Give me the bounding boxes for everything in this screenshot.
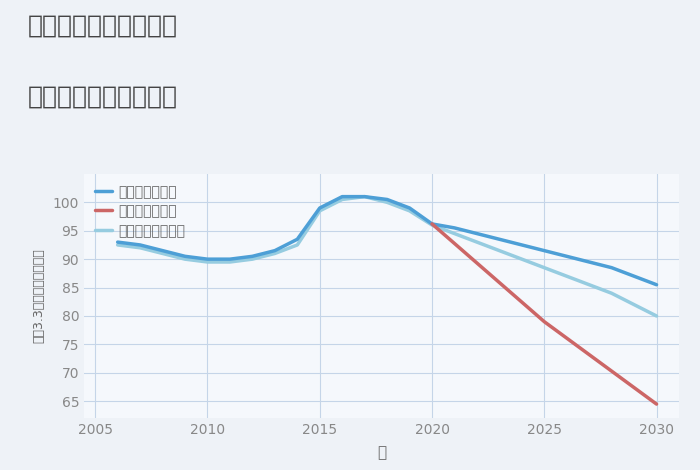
グッドシナリオ <box>608 265 616 271</box>
Line: バッドシナリオ: バッドシナリオ <box>432 224 657 404</box>
グッドシナリオ <box>248 253 257 259</box>
グッドシナリオ <box>473 231 481 236</box>
ノーマルシナリオ <box>225 259 234 265</box>
グッドシナリオ <box>271 248 279 253</box>
グッドシナリオ <box>405 205 414 211</box>
Legend: グッドシナリオ, バッドシナリオ, ノーマルシナリオ: グッドシナリオ, バッドシナリオ, ノーマルシナリオ <box>91 181 190 243</box>
グッドシナリオ <box>585 259 594 265</box>
ノーマルシナリオ <box>517 256 526 262</box>
グッドシナリオ <box>360 194 369 199</box>
グッドシナリオ <box>540 248 549 253</box>
ノーマルシナリオ <box>585 282 594 288</box>
ノーマルシナリオ <box>293 242 302 248</box>
グッドシナリオ <box>203 256 211 262</box>
ノーマルシナリオ <box>248 256 257 262</box>
ノーマルシナリオ <box>630 302 638 307</box>
ノーマルシナリオ <box>540 265 549 271</box>
ノーマルシナリオ <box>652 313 661 319</box>
Text: 中古戸建ての価格推移: 中古戸建ての価格推移 <box>28 85 178 109</box>
ノーマルシナリオ <box>113 242 122 248</box>
グッドシナリオ <box>293 236 302 242</box>
バッドシナリオ <box>540 319 549 324</box>
Line: グッドシナリオ: グッドシナリオ <box>118 196 657 285</box>
バッドシナリオ <box>652 401 661 407</box>
グッドシナリオ <box>158 248 167 253</box>
ノーマルシナリオ <box>563 274 571 279</box>
バッドシナリオ <box>428 221 436 227</box>
グッドシナリオ <box>338 194 346 199</box>
X-axis label: 年: 年 <box>377 446 386 461</box>
ノーマルシナリオ <box>158 251 167 256</box>
グッドシナリオ <box>428 221 436 227</box>
グッドシナリオ <box>225 256 234 262</box>
ノーマルシナリオ <box>203 259 211 265</box>
ノーマルシナリオ <box>608 290 616 296</box>
ノーマルシナリオ <box>136 245 144 251</box>
グッドシナリオ <box>181 253 189 259</box>
ノーマルシナリオ <box>450 231 459 236</box>
グッドシナリオ <box>563 253 571 259</box>
ノーマルシナリオ <box>473 239 481 245</box>
グッドシナリオ <box>113 239 122 245</box>
Y-axis label: 坪（3.3㎡）単価（万円）: 坪（3.3㎡）単価（万円） <box>33 249 46 344</box>
Line: ノーマルシナリオ: ノーマルシナリオ <box>118 196 657 316</box>
グッドシナリオ <box>450 225 459 231</box>
グッドシナリオ <box>316 205 324 211</box>
ノーマルシナリオ <box>271 251 279 256</box>
ノーマルシナリオ <box>405 208 414 214</box>
グッドシナリオ <box>495 236 503 242</box>
ノーマルシナリオ <box>181 256 189 262</box>
グッドシナリオ <box>652 282 661 288</box>
ノーマルシナリオ <box>316 208 324 214</box>
グッドシナリオ <box>630 274 638 279</box>
ノーマルシナリオ <box>495 248 503 253</box>
ノーマルシナリオ <box>428 222 436 228</box>
ノーマルシナリオ <box>360 194 369 199</box>
ノーマルシナリオ <box>338 196 346 202</box>
グッドシナリオ <box>383 196 391 202</box>
グッドシナリオ <box>517 242 526 248</box>
グッドシナリオ <box>136 242 144 248</box>
Text: 愛知県安城市高棚町の: 愛知県安城市高棚町の <box>28 14 178 38</box>
ノーマルシナリオ <box>383 199 391 205</box>
